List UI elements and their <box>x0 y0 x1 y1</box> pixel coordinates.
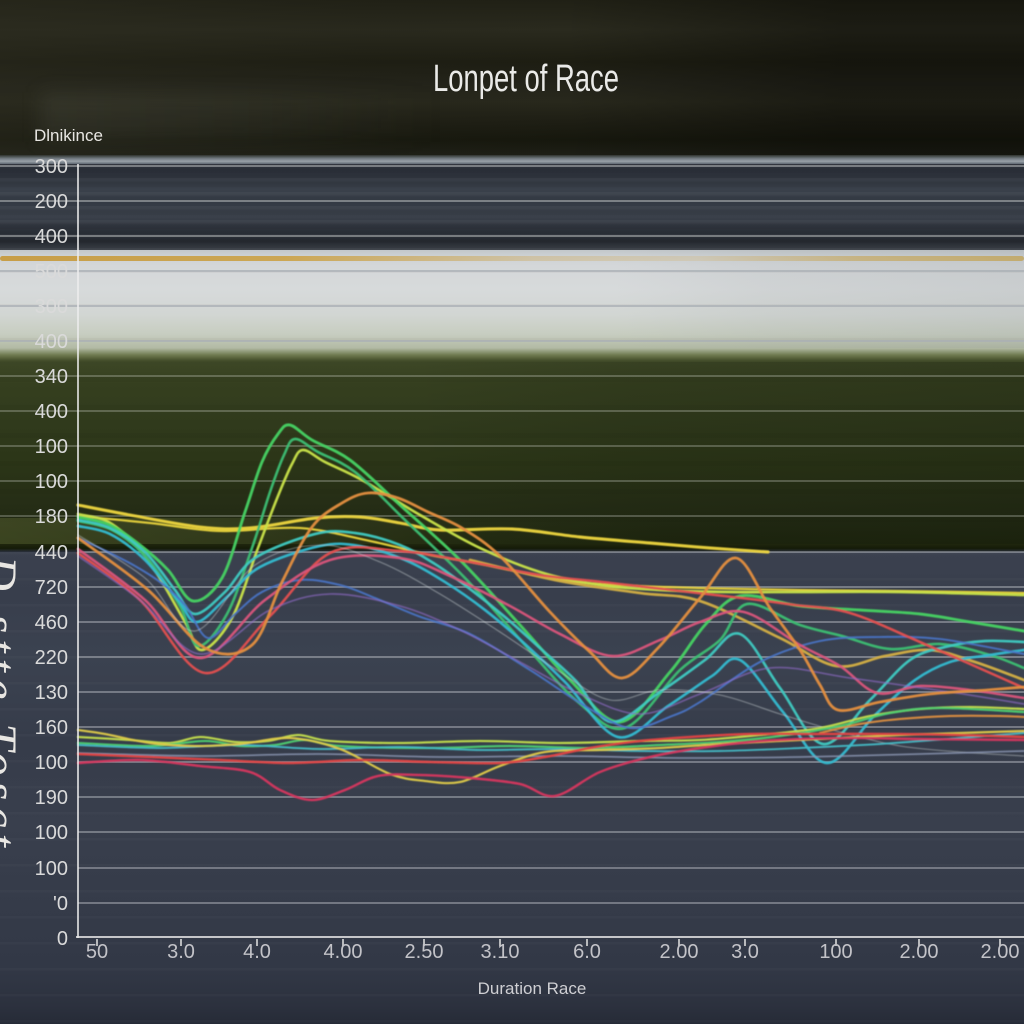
svg-text:400: 400 <box>35 331 68 353</box>
svg-text:100: 100 <box>35 436 68 458</box>
svg-text:500: 500 <box>35 261 68 283</box>
svg-text:4.00: 4.00 <box>324 941 363 963</box>
svg-text:'0: '0 <box>53 893 68 915</box>
svg-text:300: 300 <box>35 156 68 178</box>
svg-text:100: 100 <box>819 941 852 963</box>
svg-text:D.stte Tosct: D.stte Tosct <box>0 555 26 853</box>
svg-text:Duration Race: Duration Race <box>478 979 587 998</box>
svg-text:190: 190 <box>35 787 68 809</box>
svg-text:160: 160 <box>35 717 68 739</box>
svg-text:100: 100 <box>35 858 68 880</box>
svg-text:200: 200 <box>35 191 68 213</box>
svg-text:180: 180 <box>35 506 68 528</box>
svg-text:400: 400 <box>35 401 68 423</box>
svg-text:3.0: 3.0 <box>731 941 759 963</box>
svg-text:6.0: 6.0 <box>573 941 601 963</box>
svg-text:720: 720 <box>35 577 68 599</box>
svg-text:340: 340 <box>35 366 68 388</box>
svg-text:300: 300 <box>35 296 68 318</box>
svg-text:100: 100 <box>35 822 68 844</box>
svg-text:400: 400 <box>35 226 68 248</box>
svg-text:3.0: 3.0 <box>167 941 195 963</box>
svg-text:Lonpet of Race: Lonpet of Race <box>433 58 619 100</box>
svg-text:2.00: 2.00 <box>660 941 699 963</box>
svg-text:130: 130 <box>35 682 68 704</box>
svg-text:440: 440 <box>35 542 68 564</box>
svg-text:Dlnikince: Dlnikince <box>34 126 103 145</box>
svg-text:3.10: 3.10 <box>481 941 520 963</box>
svg-text:50: 50 <box>86 941 108 963</box>
svg-text:4.0: 4.0 <box>243 941 271 963</box>
svg-text:2.00: 2.00 <box>981 941 1020 963</box>
svg-text:100: 100 <box>35 752 68 774</box>
svg-text:460: 460 <box>35 612 68 634</box>
svg-text:2.50: 2.50 <box>405 941 444 963</box>
svg-text:100: 100 <box>35 471 68 493</box>
svg-text:2.00: 2.00 <box>900 941 939 963</box>
svg-text:0: 0 <box>57 928 68 950</box>
svg-text:220: 220 <box>35 647 68 669</box>
